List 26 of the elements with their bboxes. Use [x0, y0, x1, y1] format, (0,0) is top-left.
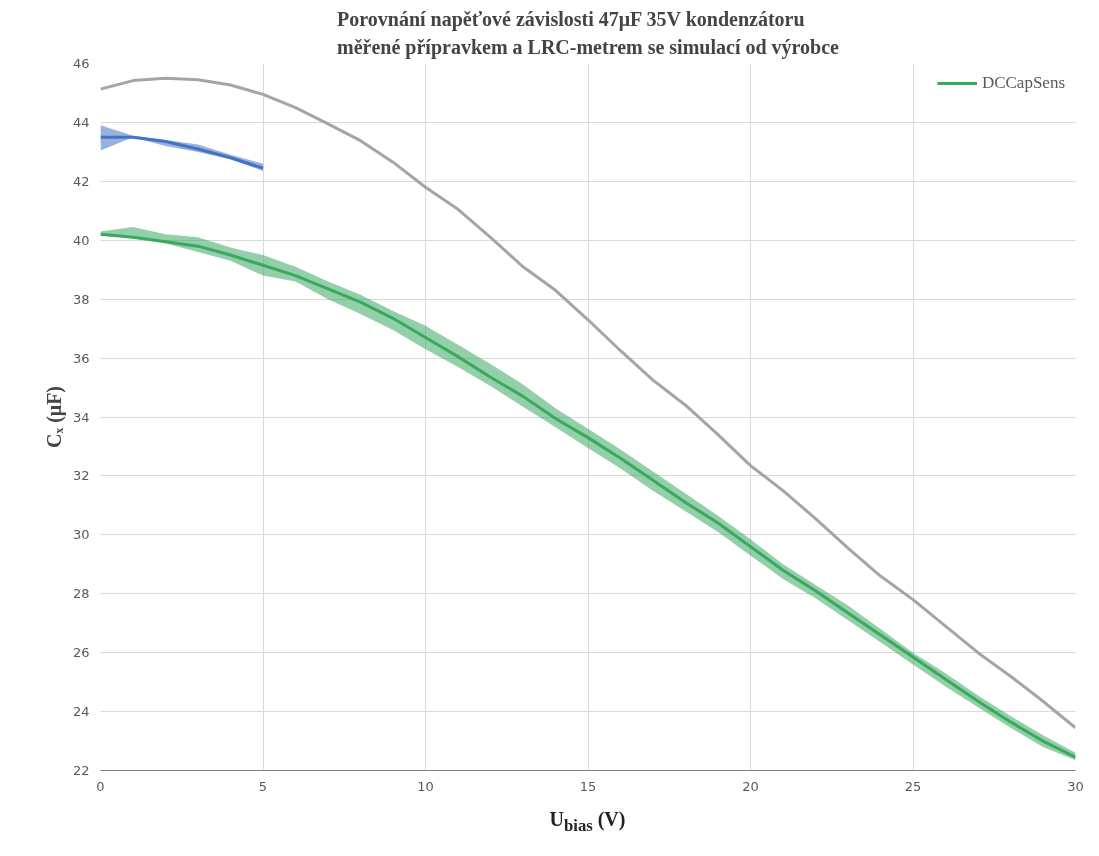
x-tick-label: 20 — [742, 778, 759, 794]
y-tick-label: 44 — [72, 114, 90, 130]
line-series — [100, 135, 265, 170]
y-tick-label: 36 — [72, 350, 90, 366]
y-tick-label: 24 — [72, 704, 90, 720]
y-tick-label: 34 — [72, 409, 90, 425]
y-tick-label: 38 — [72, 291, 90, 307]
y-tick-label: 42 — [72, 173, 90, 189]
x-tick-label: 30 — [1067, 778, 1084, 794]
y-axis-title: Cₓ (μF) — [42, 385, 66, 449]
chart-title: Porovnání napěťové závislosti 47μF 35V kondenzátoru měřené přípravkem a LRC-metrem se simulací od výrobce — [337, 7, 840, 60]
y-tick-label: 28 — [72, 586, 90, 602]
legend-label: DCCapSens — [981, 73, 1065, 93]
y-tick-label: 40 — [72, 232, 90, 248]
y-tick-label: 46 — [72, 56, 90, 71]
x-tick-label: 10 — [417, 778, 434, 794]
y-tick-label: 30 — [72, 527, 90, 543]
x-tick-label: 25 — [904, 778, 922, 794]
line-series — [100, 76, 1076, 730]
y-tick-label: 32 — [72, 468, 90, 484]
x-tick-label: 5 — [258, 778, 268, 794]
y-tick-label: 26 — [72, 645, 90, 661]
y-tick-label: 22 — [72, 763, 90, 778]
x-axis-title: U$_{bias}$ (V) — [549, 807, 626, 837]
x-tick-label: 0 — [96, 778, 105, 794]
x-tick-label: 15 — [579, 778, 597, 794]
